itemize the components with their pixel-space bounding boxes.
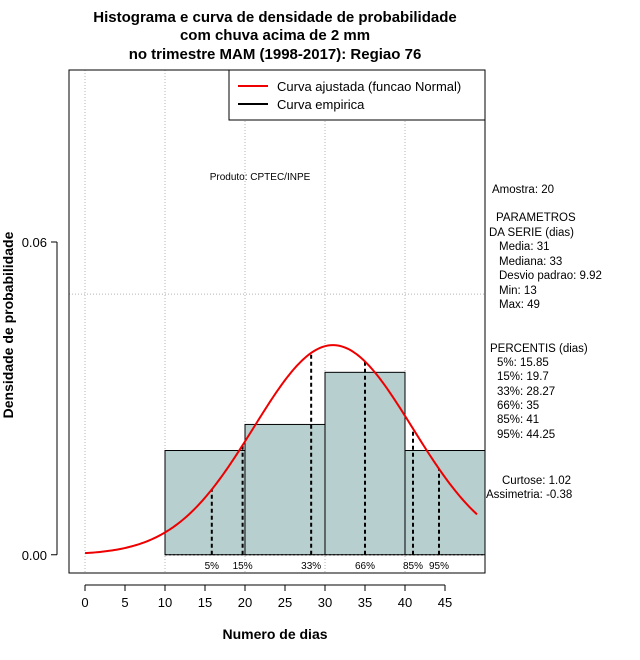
side-info-panel: Amostra: 20 PARAMETROS DA SERIE (dias) M… [486, 184, 602, 501]
percentile-label-1: 15% [233, 561, 253, 572]
percentile-label-3: 66% [355, 561, 375, 572]
x-tick-label-2: 10 [158, 595, 172, 610]
x-tick-label-9: 45 [438, 595, 452, 610]
x-axis-title: Numero de dias [222, 626, 327, 642]
x-tick-label-6: 30 [318, 595, 332, 610]
percentile-label-5: 95% [429, 561, 449, 572]
info-percentis-title: PERCENTIS (dias) [490, 343, 588, 355]
chart-title-line-1: Histograma e curva de densidade de proba… [93, 9, 456, 26]
info-desvio: Desvio padrao: 9.92 [499, 270, 602, 282]
x-tick-label-3: 15 [198, 595, 212, 610]
info-max: Max: 49 [499, 299, 540, 311]
x-tick-label-7: 35 [358, 595, 372, 610]
x-tick-label-0: 0 [81, 595, 88, 610]
info-assimetria: Assimetria: -0.38 [486, 489, 572, 501]
chart-title-line-2: com chuva acima de 2 mm [180, 27, 370, 44]
y-tick-label-1: 0.06 [22, 235, 47, 250]
y-tick-label-0: 0.00 [22, 548, 47, 563]
info-param-title-2: DA SERIE (dias) [489, 227, 574, 239]
percentile-label-0: 5% [205, 561, 220, 572]
percentile-lines: 5% 15% 33% 66% 85% 95% [205, 352, 449, 572]
histogram-bar-0 [164, 450, 246, 556]
info-media: Media: 31 [499, 241, 550, 253]
fitted-normal-curve [84, 344, 478, 555]
info-mediana: Mediana: 33 [499, 256, 562, 268]
x-tick-label-8: 40 [398, 595, 412, 610]
percentile-label-4: 85% [403, 561, 423, 572]
percentile-label-2: 33% [301, 561, 321, 572]
info-p85: 85%: 41 [497, 414, 539, 426]
grid [69, 70, 485, 573]
info-amostra: Amostra: 20 [492, 184, 554, 196]
product-annotation: Produto: CPTEC/INPE [210, 172, 311, 183]
info-p15: 15%: 19.7 [497, 371, 549, 383]
info-p33: 33%: 28.27 [497, 386, 555, 398]
legend-empirical-label: Curva empirica [277, 97, 365, 112]
info-p66: 66%: 35 [497, 400, 539, 412]
legend-fitted-label: Curva ajustada (funcao Normal) [277, 79, 461, 94]
info-p95: 95%: 44.25 [497, 429, 555, 441]
x-tick-label-4: 20 [238, 595, 252, 610]
info-p5: 5%: 15.85 [497, 357, 549, 369]
x-tick-label-5: 25 [278, 595, 292, 610]
legend-box [228, 69, 486, 121]
y-axis-title: Densidade de probabilidade [0, 231, 16, 418]
info-param-title-1: PARAMETROS [496, 212, 576, 224]
info-min: Min: 13 [499, 285, 537, 297]
y-axis: 0.00 0.06 [22, 235, 58, 563]
histogram-bar-3 [404, 450, 486, 556]
chart-title-line-3: no trimestre MAM (1998-2017): Regiao 76 [129, 46, 422, 63]
info-curtose: Curtose: 1.02 [502, 475, 571, 487]
x-axis: 0 5 10 15 20 25 30 35 40 45 [81, 584, 452, 610]
x-tick-label-1: 5 [121, 595, 128, 610]
histogram-bar-1 [244, 423, 326, 556]
legend: Curva ajustada (funcao Normal) Curva emp… [228, 69, 486, 121]
